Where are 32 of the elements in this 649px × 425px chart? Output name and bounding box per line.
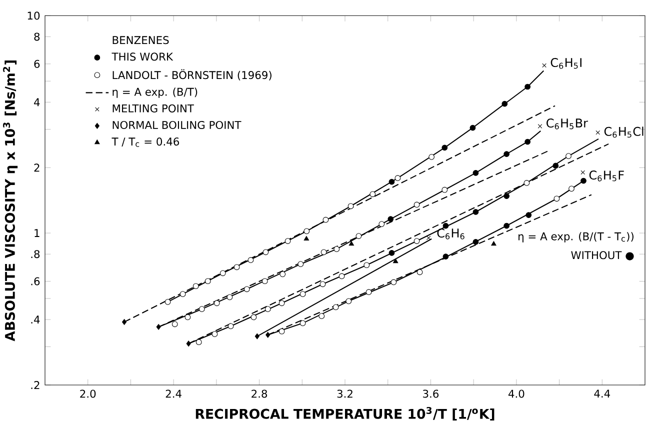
y-tick-label: 4: [34, 98, 40, 106]
x-tick-label: 3.2: [337, 390, 352, 398]
x-tick-label: 2.8: [252, 390, 268, 398]
x-tick-label: 2.0: [80, 390, 96, 398]
y-tick-label: 8: [34, 32, 40, 41]
y-tick-label: 10: [28, 12, 40, 20]
y-tick-label: .6: [31, 277, 40, 286]
x-tick-label: 4.4: [594, 390, 610, 398]
annotation: C$_{6}$H$_{5}$F: [589, 170, 624, 182]
y-tick-label: .8: [31, 250, 40, 258]
annotation: C$_{6}$H$_{5}$Br: [546, 118, 588, 130]
annotation: WITHOUT ●: [571, 251, 634, 260]
annotation: C$_{6}$H$_{5}$Cl: [604, 126, 644, 138]
legend-label: η = A exp. (B/T): [112, 88, 198, 98]
y-tick-label: .4: [31, 316, 40, 324]
x-tick-label: 3.6: [423, 390, 439, 398]
x-tick-label: 2.4: [166, 390, 182, 398]
x-axis-title: RECIPROCAL TEMPERATURE 10$^{3}$/T [1/$^{o}$K]: [196, 406, 494, 420]
y-tick-label: 2: [34, 164, 40, 172]
annotation: C$_{6}$H$_{5}$I: [550, 58, 582, 69]
legend-label: LANDOLT - BÖRNSTEIN (1969): [112, 69, 272, 80]
y-tick-label: 1: [34, 229, 40, 237]
legend-label: THIS WORK: [112, 52, 174, 61]
annotation: η = A exp. (B/(T - T$_{c}$)): [518, 232, 634, 242]
legend-label: MELTING POINT: [112, 104, 194, 112]
x-tick-label: 4.0: [508, 390, 524, 398]
y-axis-title: ABSOLUTE VISCOSITY η x 10$^{3}$ [Ns/m$^{2}$]: [3, 60, 18, 342]
y-tick-label: 6: [34, 60, 40, 68]
legend-label: NORMAL BOILING POINT: [112, 120, 242, 130]
legend-label: T / T$_{c}$ = 0.46: [112, 138, 180, 147]
y-tick-label: .2: [31, 381, 40, 389]
legend-title: BENZENES: [112, 36, 169, 44]
